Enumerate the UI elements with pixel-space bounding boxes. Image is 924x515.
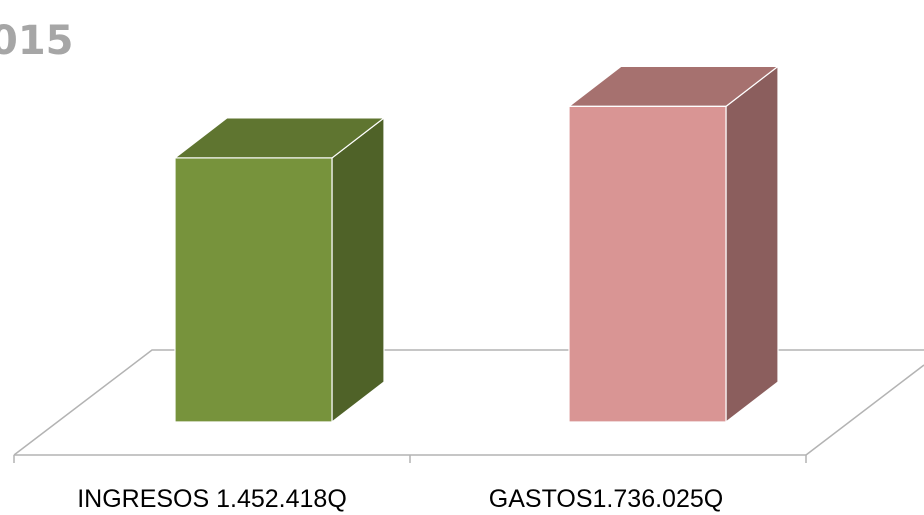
bar-2 — [567, 65, 780, 424]
bar-1 — [173, 116, 386, 424]
category-label: GASTOS1.736.025Q — [489, 485, 723, 513]
bar-front — [568, 105, 727, 423]
floor-outline — [13, 349, 924, 456]
bar-front — [174, 157, 333, 423]
category-label: INGRESOS 1.452.418Q — [77, 485, 347, 513]
chart-floor — [13, 349, 924, 463]
bar-side — [725, 65, 779, 424]
bar-side — [331, 116, 385, 424]
floor-right-edge — [805, 364, 924, 456]
chart-title: 015 — [0, 18, 74, 64]
category-labels: INGRESOS 1.452.418Q GASTOS1.736.025Q — [77, 485, 723, 513]
bar-group — [173, 65, 780, 424]
